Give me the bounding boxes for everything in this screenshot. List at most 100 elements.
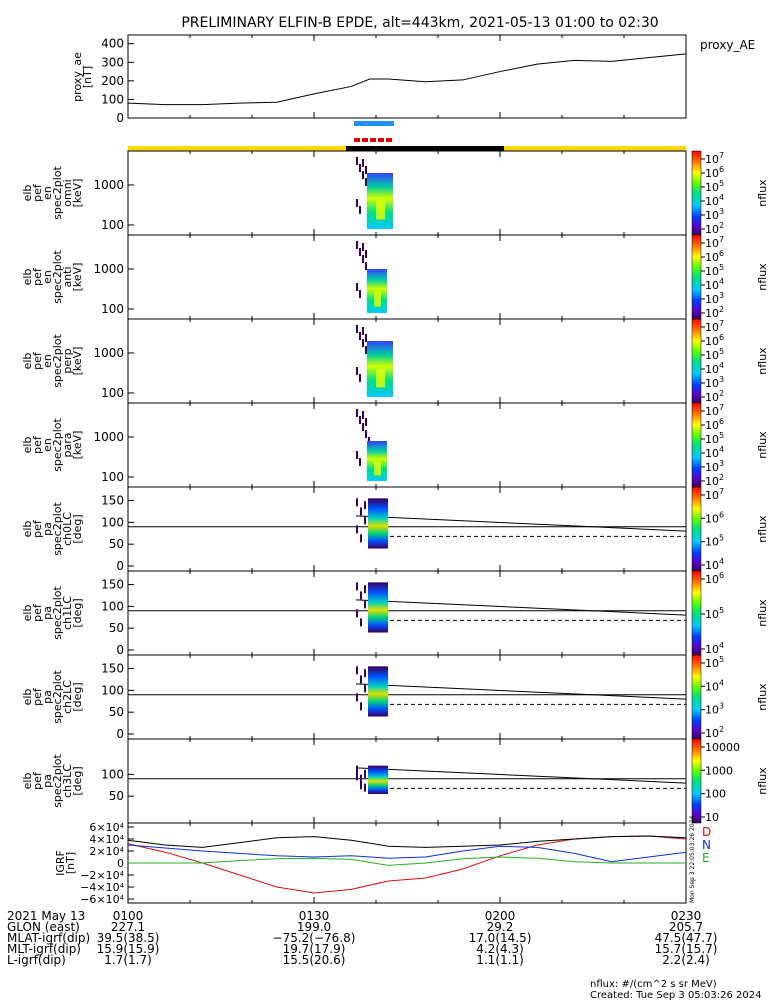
pa-panel-3-speckle — [364, 769, 366, 778]
pa-panel-3-cb-label: 10000 — [705, 741, 740, 754]
spec-panel-2-cb-label-exp: 4 — [719, 361, 724, 370]
pa-panel-0-ytick-label: 0 — [116, 559, 124, 573]
spec-panel-0-cb-label-base: 10 — [705, 195, 719, 208]
ae-axis-label: proxy_ae[nT] — [71, 52, 94, 102]
row-label: MLT-igrf(dip) — [7, 942, 81, 956]
spec-panel-1-speckle — [362, 255, 364, 263]
pa-panel-1-cb-label-base: 10 — [705, 573, 719, 586]
row-value: 47.5(47.7) — [655, 931, 718, 945]
row-value: 1.7(1.7) — [104, 953, 152, 967]
spec-panel-2-axis-label-line: en — [41, 354, 54, 368]
red-segment — [370, 138, 376, 142]
igrf-series-E — [128, 856, 686, 866]
spec-panel-2-cb-label: 107 — [705, 319, 724, 334]
pa-panel-3-speckle — [360, 774, 362, 783]
spec-panel-2-cb-label-base: 10 — [705, 321, 719, 334]
pa-panel-2-cb-label-exp: 2 — [719, 725, 724, 734]
spec-panel-1-cb-title-text: nflux — [756, 263, 769, 291]
spec-panel-0-cb-label: 107 — [705, 151, 724, 166]
row-label: 2021 May 13 — [7, 909, 85, 923]
spec-panel-2-axis-label-line: elb — [21, 353, 34, 370]
row-value: 2.2(2.4) — [662, 953, 710, 967]
footer-created: Created: Tue Sep 3 05:03:26 2024 — [590, 990, 762, 1000]
pa-panel-1-axis-label-line: pa — [41, 606, 54, 620]
spec-panel-2-speckle — [356, 367, 358, 375]
spec-panel-0-cb-label-exp: 2 — [719, 221, 724, 230]
spec-panel-3-cb-label: 102 — [705, 473, 724, 488]
spec-panel-3-cb-label-base: 10 — [705, 433, 719, 446]
spec-panel-1-axis-label-line: spec2plot — [51, 250, 64, 304]
spec-panel-3-speckle — [365, 430, 367, 438]
spec-panel-0-cb-label-exp: 3 — [719, 207, 724, 216]
spec-panel-0-speckle — [365, 166, 367, 174]
spec-panel-1-speckle — [359, 248, 361, 256]
spec-panel-3-cb-label-base: 10 — [705, 405, 719, 418]
pa-panel-0-ytick-label: 100 — [101, 515, 124, 529]
spec-panel-3-cb-label: 104 — [705, 445, 724, 460]
spec-panel-1: 1000100elbpefenspec2plotanti[keV]1071061… — [21, 234, 769, 320]
spec-panel-2-cb-label-exp: 2 — [719, 389, 724, 398]
spec-panel-1-cb-label-exp: 7 — [719, 235, 724, 244]
pa-panel-0-axis-label-line: elb — [21, 521, 34, 538]
spec-panel-0-speckle — [365, 178, 367, 186]
spec-panel-3-speckle — [356, 409, 358, 417]
igrf-ytick-label: 4×10⁴ — [89, 833, 124, 846]
spec-panel-2-axis-label-line: spec2plot — [51, 334, 64, 388]
spec-panel-2: 1000100elbpefenspec2plotperp[keV]1071061… — [21, 318, 769, 404]
red-segment — [386, 138, 392, 142]
pa-panel-2-ytick-label: 50 — [109, 705, 124, 719]
spec-panel-2-cb-title-text: nflux — [756, 347, 769, 375]
spec-panel-0-cb-label: 102 — [705, 221, 724, 236]
row-value: 19.7(17.9) — [283, 942, 346, 956]
pa-panel-3-axis-label-line: pef — [31, 771, 44, 790]
spec-panel-3-ytick-label: 1000 — [93, 430, 124, 444]
pa-panel-0-axis-label-line: ch0LC — [61, 512, 74, 546]
igrf-series-total — [127, 835, 687, 848]
spec-panel-1-frame — [127, 234, 687, 320]
igrf-series-N — [127, 844, 687, 863]
pa-panel-3-axis-label-line: ch3LC — [61, 764, 74, 798]
pa-panel-2-axis-label-line: spec2plot — [51, 670, 64, 724]
pa-panel-2-speckle — [356, 666, 358, 675]
spec-panel-0-axis-label-line: [keV] — [71, 179, 84, 208]
pa-panel-0-cb-title-text: nflux — [756, 515, 769, 543]
shadow-bar — [346, 146, 504, 151]
spec-panel-0-axis-label-line: pef — [31, 183, 44, 202]
spec-panel-0-cb-title: nflux — [756, 179, 769, 207]
pa-panel-1-flux-patch — [368, 582, 388, 633]
spec-panel-0-cb-label-exp: 4 — [719, 193, 724, 202]
spec-panel-0-cb-label: 104 — [705, 193, 724, 208]
spec-panel-2-axis-label-line: pef — [31, 351, 44, 370]
spec-panel-3-cb-label-base: 10 — [705, 475, 719, 488]
spec-panel-1-axis-label-line: pef — [31, 267, 44, 286]
pa-panel-3-cb-title: nflux — [756, 767, 769, 795]
pa-panel-3-axis-label-line: elb — [21, 773, 34, 790]
spec-panel-0-axis-label-line: elb — [21, 185, 34, 202]
spec-panel-3-cb-label-exp: 4 — [719, 445, 724, 454]
spec-panel-2-cb-label: 103 — [705, 375, 724, 390]
pa-panel-0-cb-label-base: 10 — [705, 536, 719, 549]
pa-panel-2-ytick-label: 0 — [116, 727, 124, 741]
spec-panel-2-cb-label-exp: 5 — [719, 347, 724, 356]
pa-panel-2-cb-label: 103 — [705, 702, 724, 717]
spec-panel-1-cb-label-base: 10 — [705, 237, 719, 250]
pa-panel-0-axis-label-line: pa — [41, 522, 54, 536]
pa-panel-3-cb-label: 10 — [705, 811, 719, 824]
pa-panel-1-speckle — [364, 600, 366, 609]
spec-panel-3-speckle — [356, 451, 358, 459]
pa-panel-2-frame — [127, 654, 687, 740]
spec-panel-2-ytick-label: 1000 — [93, 346, 124, 360]
red-segment — [378, 138, 384, 142]
spec-panel-2-cb-label-base: 10 — [705, 335, 719, 348]
pa-panel-0: 150100500elbpefpaspec2plotch0LC[deg]1071… — [21, 486, 769, 573]
spec-panel-1-cb-label-exp: 4 — [719, 277, 724, 286]
spec-panel-3-colorbar — [691, 402, 702, 488]
pa-panel-0-axis-label-line: [deg] — [71, 514, 84, 543]
pa-panel-2-speckle — [356, 693, 358, 702]
spec-panel-3-cb-label: 103 — [705, 459, 724, 474]
spec-panel-2-speckle — [356, 325, 358, 333]
spec-panel-1-cb-label-exp: 2 — [719, 305, 724, 314]
pa-panel-3-ytick-label: 50 — [109, 789, 124, 803]
spec-panel-0-cb-label-base: 10 — [705, 209, 719, 222]
